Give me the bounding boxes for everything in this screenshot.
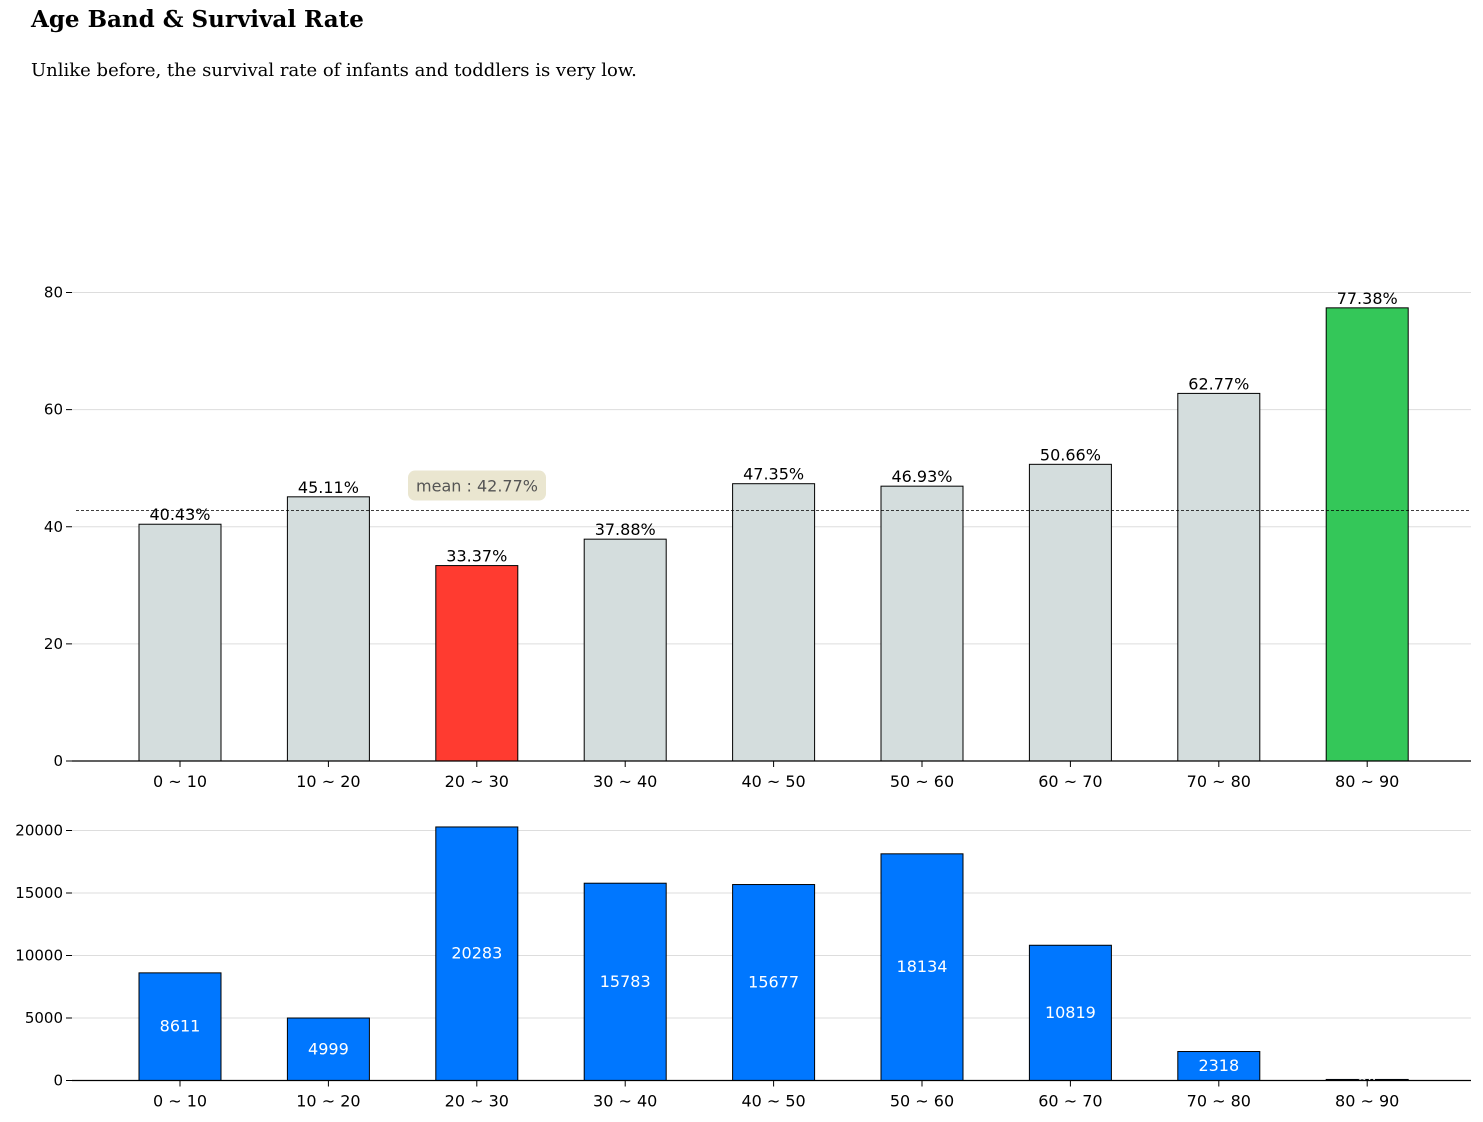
y-tick-label: 0 <box>53 752 63 770</box>
data-label: 15783 <box>600 972 651 991</box>
bar <box>732 483 816 762</box>
bar <box>1028 944 1112 1082</box>
x-tick-label: 70 ~ 80 <box>1187 772 1251 791</box>
x-tick-label: 20 ~ 30 <box>445 772 509 791</box>
data-label: 2318 <box>1198 1056 1239 1075</box>
data-label: 77.38% <box>1337 289 1398 308</box>
bar <box>435 565 519 762</box>
data-label: 20283 <box>451 944 502 963</box>
survival-rate-chart: 0 20 40 60 80 40.43% 0 ~ 10 45.11% 10 ~ 20 33.37%… <box>44 284 1471 791</box>
x-tick-label: 10 ~ 20 <box>296 772 360 791</box>
y-tick-label: 5000 <box>25 1009 63 1027</box>
data-label: 46.93% <box>891 467 952 486</box>
y-tick-label: 80 <box>44 284 63 302</box>
data-label: 33.37% <box>446 547 507 566</box>
x-tick-label: 80 ~ 90 <box>1335 1092 1399 1111</box>
x-tick-label: 30 ~ 40 <box>593 772 657 791</box>
x-tick-label: 60 ~ 70 <box>1038 1092 1102 1111</box>
x-tick-label: 40 ~ 50 <box>741 772 805 791</box>
bar <box>880 485 964 762</box>
x-tick-label: 0 ~ 10 <box>153 1092 207 1111</box>
count-chart: 0 5000 10000 15000 20000 8611 0 ~ 10 4999 10 ~ 2… <box>15 822 1471 1111</box>
y-tick-label: 15000 <box>15 884 63 902</box>
bar <box>1177 392 1261 762</box>
data-label: 15677 <box>748 973 799 992</box>
bar <box>1325 307 1409 762</box>
bar <box>732 884 816 1081</box>
x-tick-label: 30 ~ 40 <box>593 1092 657 1111</box>
data-label: 37.88% <box>595 520 656 539</box>
x-tick-label: 70 ~ 80 <box>1187 1092 1251 1111</box>
data-label: 4999 <box>308 1039 349 1058</box>
x-tick-label: 50 ~ 60 <box>890 772 954 791</box>
data-label: 62.77% <box>1188 374 1249 393</box>
mean-label: mean : 42.77% <box>416 477 538 496</box>
bar <box>286 496 370 762</box>
data-label: 8611 <box>160 1017 201 1036</box>
y-tick-label: 20 <box>44 635 63 653</box>
data-label: 45.11% <box>298 478 359 497</box>
x-tick-label: 80 ~ 90 <box>1335 772 1399 791</box>
y-tick-label: 20000 <box>15 822 63 840</box>
x-tick-label: 10 ~ 20 <box>296 1092 360 1111</box>
bar <box>583 538 667 762</box>
x-tick-label: 60 ~ 70 <box>1038 772 1102 791</box>
y-tick-label: 60 <box>44 401 63 419</box>
bar <box>138 972 222 1081</box>
data-label: 84 <box>1357 1070 1377 1089</box>
bar <box>583 882 667 1082</box>
bar <box>435 826 519 1082</box>
bar <box>138 523 222 762</box>
bar <box>1177 1051 1261 1082</box>
y-tick-label: 40 <box>44 518 63 536</box>
x-tick-label: 40 ~ 50 <box>741 1092 805 1111</box>
data-label: 10819 <box>1045 1003 1096 1022</box>
mean-label-box <box>408 470 546 501</box>
y-tick-label: 10000 <box>15 947 63 965</box>
data-label: 50.66% <box>1040 445 1101 464</box>
data-label: 40.43% <box>149 505 210 524</box>
chart-title: Age Band & Survival Rate <box>31 6 364 33</box>
bar <box>1028 463 1112 762</box>
x-tick-label: 0 ~ 10 <box>153 772 207 791</box>
data-label: 18134 <box>897 957 948 976</box>
data-label: 47.35% <box>743 465 804 484</box>
chart-subtitle: Unlike before, the survival rate of infa… <box>31 60 637 81</box>
x-tick-label: 20 ~ 30 <box>445 1092 509 1111</box>
x-tick-label: 50 ~ 60 <box>890 1092 954 1111</box>
y-tick-label: 0 <box>53 1072 63 1090</box>
